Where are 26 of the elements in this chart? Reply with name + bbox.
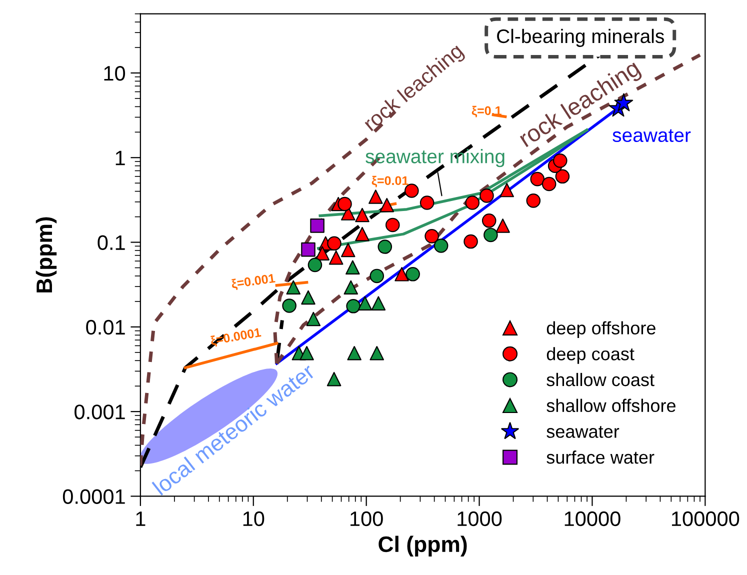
x-tick-label: 1 bbox=[136, 512, 146, 526]
legend-label: shallow coast bbox=[546, 372, 654, 386]
x-tick-label: 100000 bbox=[672, 511, 740, 526]
y-tick-label: 10 bbox=[104, 66, 126, 81]
annotation: Cl-bearing minerals bbox=[497, 28, 664, 47]
legend-label: deep offshore bbox=[546, 321, 656, 338]
annotation: ξ=0.0001 bbox=[210, 327, 262, 348]
y-tick-label: 1 bbox=[116, 150, 125, 166]
x-tick-label: 10000 bbox=[564, 511, 620, 526]
annotation: ξ=0.01 bbox=[372, 176, 408, 188]
annotation: ξ=0.001 bbox=[231, 273, 276, 291]
x-tick-label: 10 bbox=[243, 511, 264, 526]
legend-label: deep coast bbox=[546, 347, 634, 364]
y-tick-label: 0.0001 bbox=[62, 489, 125, 504]
x-tick-label: 100 bbox=[350, 511, 383, 526]
legend-label: seawater bbox=[546, 426, 620, 438]
annotation: seawater bbox=[612, 129, 691, 142]
x-axis-title: Cl (ppm) bbox=[378, 536, 467, 556]
legend-label: shallow offshore bbox=[546, 398, 676, 412]
x-tick-label: 1000 bbox=[458, 511, 502, 526]
y-axis-title: B(ppm) bbox=[36, 217, 57, 292]
y-tick-label: 0.01 bbox=[86, 320, 125, 335]
legend-label: surface water bbox=[546, 450, 654, 464]
annotation: seawater mixing bbox=[366, 149, 504, 168]
y-tick-label: 0.1 bbox=[98, 235, 125, 250]
y-tick-label: 0.001 bbox=[74, 404, 125, 420]
